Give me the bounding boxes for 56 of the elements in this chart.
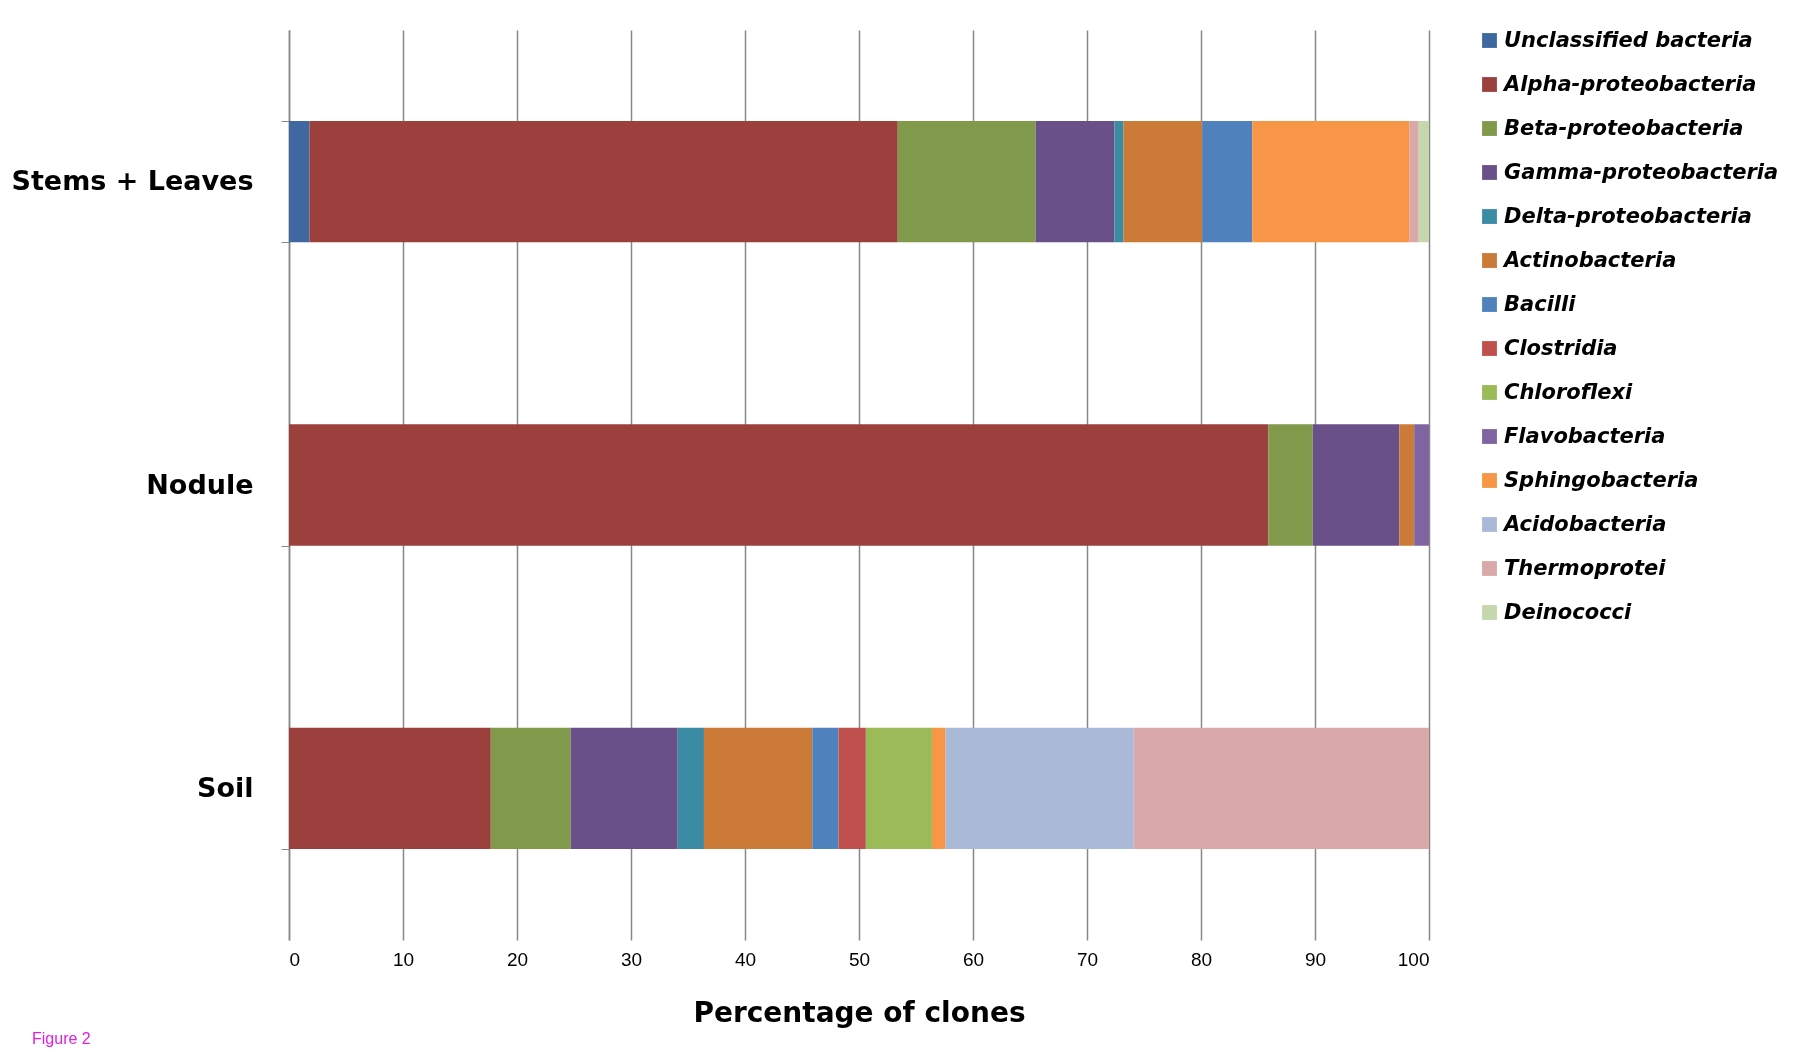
caption: Figure 2 xyxy=(32,1030,91,1048)
bar xyxy=(1312,424,1400,546)
legend-label: Thermoprotei xyxy=(1504,555,1667,580)
legend-label: Bacilli xyxy=(1504,291,1577,316)
bar xyxy=(838,727,866,849)
legend-label: Deinococci xyxy=(1504,599,1633,624)
bar xyxy=(1133,727,1429,849)
x-tick-label: 50 xyxy=(848,948,871,970)
bar xyxy=(1252,121,1410,243)
legend-label: Gamma-proteobacteria xyxy=(1504,159,1779,184)
x-tick-label: 100 xyxy=(1397,948,1430,970)
x-tick-label: 10 xyxy=(392,948,415,970)
bar xyxy=(703,727,813,849)
legend-label: Alpha-proteobacteria xyxy=(1502,71,1757,96)
legend-label: Flavobacteria xyxy=(1504,423,1666,448)
x-tick-label: 20 xyxy=(506,948,529,970)
bar xyxy=(1123,121,1203,243)
x-tick-label: 60 xyxy=(962,948,985,970)
x-tick-label: 70 xyxy=(1076,948,1099,970)
bar xyxy=(1268,424,1313,546)
y-tick-label: Nodule xyxy=(146,468,254,500)
x-tick-label: 80 xyxy=(1190,948,1213,970)
bar xyxy=(570,727,678,849)
bar xyxy=(812,727,839,849)
bar xyxy=(289,727,491,849)
bar xyxy=(1035,121,1115,243)
bar xyxy=(865,727,932,849)
bar xyxy=(897,121,1036,243)
bar xyxy=(1414,424,1429,546)
x-tick-label: 0 xyxy=(289,948,301,970)
legend-label: Delta-proteobacteria xyxy=(1504,203,1752,228)
x-axis-title: Percentage of clones xyxy=(693,995,1026,1029)
legend-label: Actinobacteria xyxy=(1502,247,1677,272)
legend-label: Beta-proteobacteria xyxy=(1504,115,1744,140)
bar xyxy=(931,727,946,849)
bar xyxy=(677,727,704,849)
legend-label: Sphingobacteria xyxy=(1504,467,1699,492)
bar xyxy=(1409,121,1419,243)
bar xyxy=(1202,121,1253,243)
bar xyxy=(490,727,571,849)
bar xyxy=(289,121,310,243)
x-tick-label: 30 xyxy=(620,948,643,970)
x-tick-label: 90 xyxy=(1304,948,1327,970)
legend-label: Chloroflexi xyxy=(1504,379,1634,404)
legend-label: Unclassified bacteria xyxy=(1504,27,1753,52)
bar xyxy=(1114,121,1124,243)
bar xyxy=(289,424,1269,546)
legend-label: Clostridia xyxy=(1504,335,1618,360)
x-tick-label: 40 xyxy=(734,948,757,970)
bar xyxy=(945,727,1134,849)
bar xyxy=(1418,121,1429,243)
bar xyxy=(309,121,898,243)
y-tick-label: Soil xyxy=(196,771,254,803)
y-tick-label: Stems + Leaves xyxy=(11,165,254,197)
legend-label: Acidobacteria xyxy=(1502,511,1667,536)
bar xyxy=(1399,424,1415,546)
